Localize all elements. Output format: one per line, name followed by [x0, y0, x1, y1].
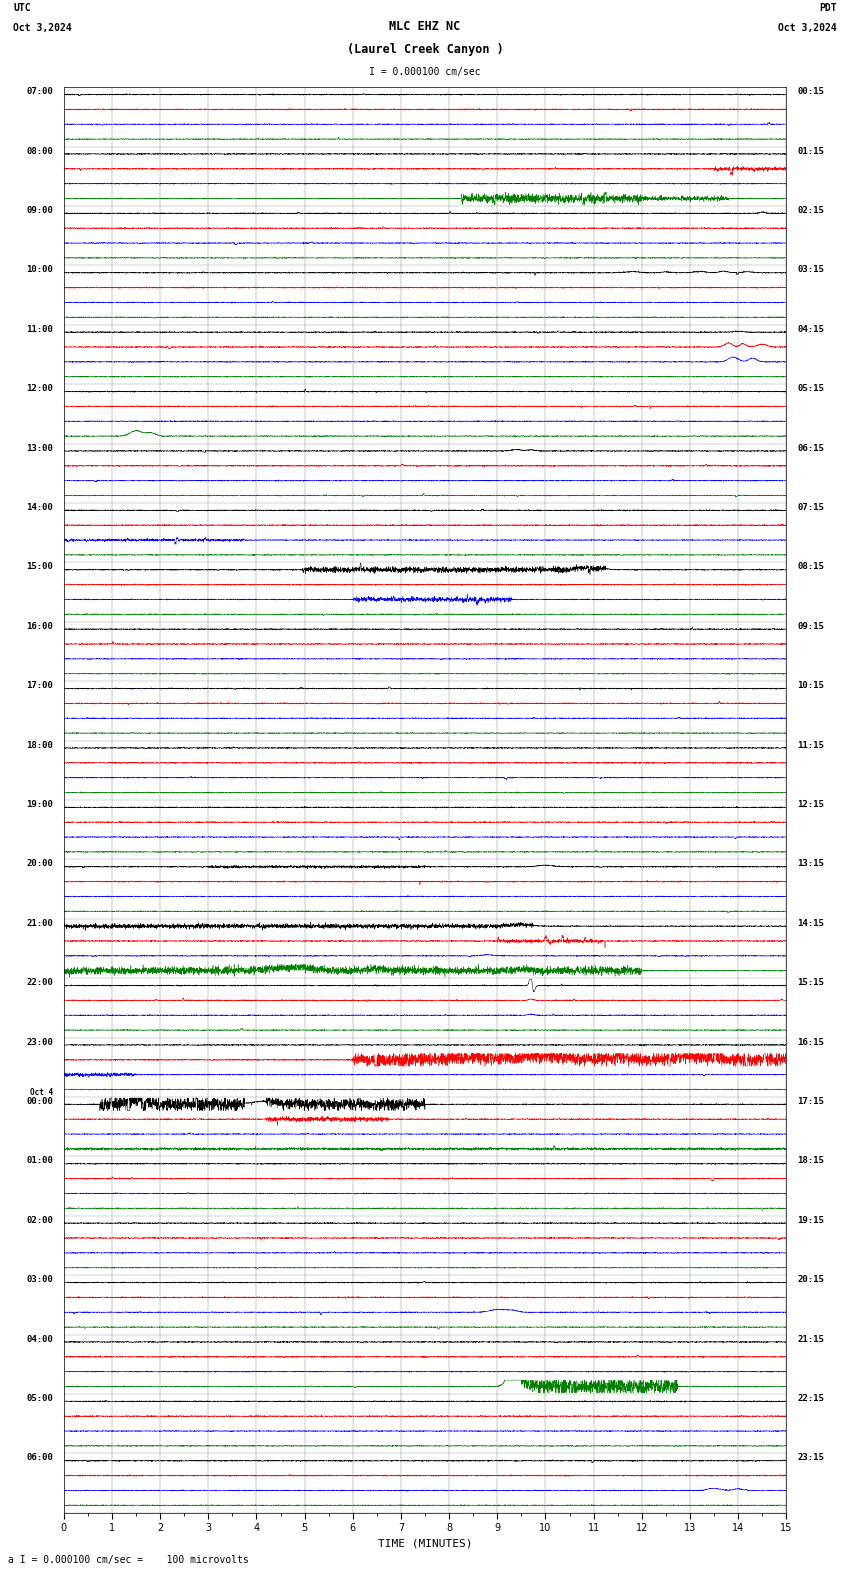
Text: 07:00: 07:00 — [26, 87, 53, 97]
Text: Oct 4: Oct 4 — [30, 1088, 53, 1096]
Text: (Laurel Creek Canyon ): (Laurel Creek Canyon ) — [347, 43, 503, 55]
Text: 07:15: 07:15 — [797, 504, 824, 512]
Text: Oct 3,2024: Oct 3,2024 — [778, 22, 836, 33]
Text: UTC: UTC — [13, 3, 31, 13]
Text: 00:15: 00:15 — [797, 87, 824, 97]
Text: 19:15: 19:15 — [797, 1217, 824, 1224]
Text: 23:00: 23:00 — [26, 1038, 53, 1047]
Text: 05:15: 05:15 — [797, 385, 824, 393]
Text: 21:15: 21:15 — [797, 1334, 824, 1343]
Text: 11:15: 11:15 — [797, 741, 824, 749]
Text: 09:15: 09:15 — [797, 621, 824, 630]
Text: 02:15: 02:15 — [797, 206, 824, 215]
Text: 15:15: 15:15 — [797, 979, 824, 987]
Text: 03:00: 03:00 — [26, 1275, 53, 1285]
Text: 01:00: 01:00 — [26, 1156, 53, 1166]
Text: 10:00: 10:00 — [26, 265, 53, 274]
Text: a I = 0.000100 cm/sec =    100 microvolts: a I = 0.000100 cm/sec = 100 microvolts — [8, 1555, 249, 1565]
Text: 20:00: 20:00 — [26, 859, 53, 868]
Text: 22:15: 22:15 — [797, 1394, 824, 1403]
Text: 22:00: 22:00 — [26, 979, 53, 987]
Text: 03:15: 03:15 — [797, 265, 824, 274]
Text: 13:00: 13:00 — [26, 444, 53, 453]
Text: 16:15: 16:15 — [797, 1038, 824, 1047]
Text: 05:00: 05:00 — [26, 1394, 53, 1403]
Text: 19:00: 19:00 — [26, 800, 53, 809]
X-axis label: TIME (MINUTES): TIME (MINUTES) — [377, 1538, 473, 1549]
Text: 06:15: 06:15 — [797, 444, 824, 453]
Text: 11:00: 11:00 — [26, 325, 53, 334]
Text: 17:15: 17:15 — [797, 1096, 824, 1106]
Text: 20:15: 20:15 — [797, 1275, 824, 1285]
Text: MLC EHZ NC: MLC EHZ NC — [389, 21, 461, 33]
Text: I = 0.000100 cm/sec: I = 0.000100 cm/sec — [369, 67, 481, 78]
Text: 18:00: 18:00 — [26, 741, 53, 749]
Text: 04:15: 04:15 — [797, 325, 824, 334]
Text: 13:15: 13:15 — [797, 859, 824, 868]
Text: 01:15: 01:15 — [797, 146, 824, 155]
Text: 17:00: 17:00 — [26, 681, 53, 691]
Text: 08:00: 08:00 — [26, 146, 53, 155]
Text: 21:00: 21:00 — [26, 919, 53, 928]
Text: 14:00: 14:00 — [26, 504, 53, 512]
Text: 15:00: 15:00 — [26, 562, 53, 572]
Text: 14:15: 14:15 — [797, 919, 824, 928]
Text: 16:00: 16:00 — [26, 621, 53, 630]
Text: 10:15: 10:15 — [797, 681, 824, 691]
Text: Oct 3,2024: Oct 3,2024 — [13, 22, 72, 33]
Text: 18:15: 18:15 — [797, 1156, 824, 1166]
Text: 12:15: 12:15 — [797, 800, 824, 809]
Text: 06:00: 06:00 — [26, 1454, 53, 1462]
Text: PDT: PDT — [819, 3, 836, 13]
Text: 23:15: 23:15 — [797, 1454, 824, 1462]
Text: 09:00: 09:00 — [26, 206, 53, 215]
Text: 12:00: 12:00 — [26, 385, 53, 393]
Text: 04:00: 04:00 — [26, 1334, 53, 1343]
Text: 02:00: 02:00 — [26, 1217, 53, 1224]
Text: 08:15: 08:15 — [797, 562, 824, 572]
Text: 00:00: 00:00 — [26, 1096, 53, 1106]
